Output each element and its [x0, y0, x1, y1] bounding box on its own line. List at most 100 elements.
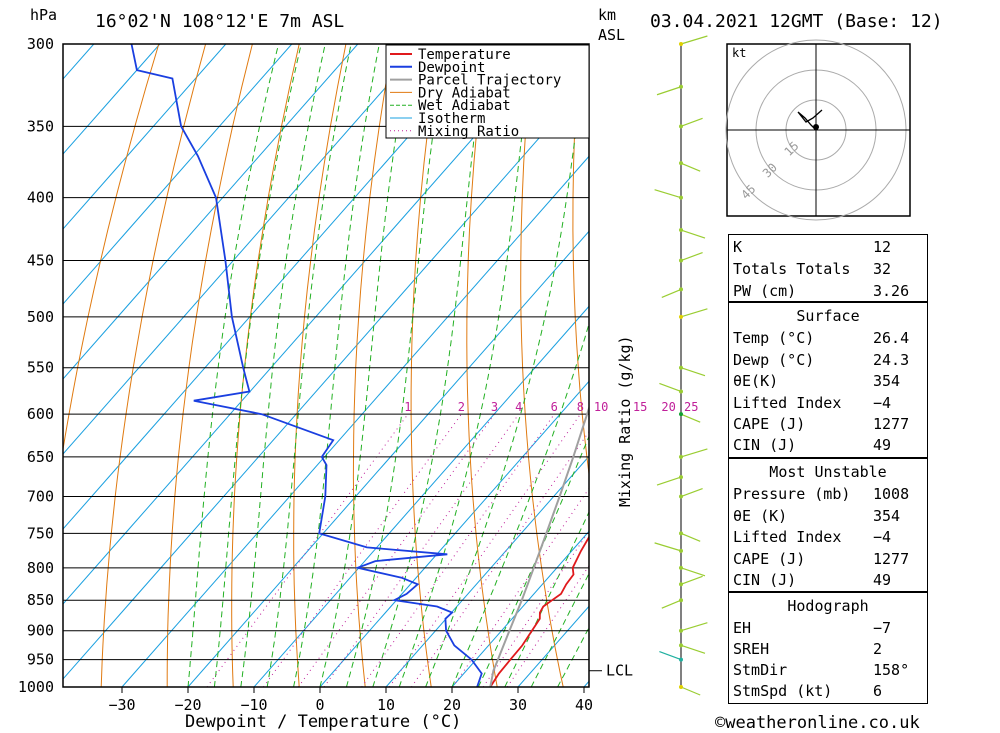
surface-row: Temp (°C) 26.4 [733, 329, 910, 347]
wind-barbs [654, 35, 708, 696]
parcel-trajectory-line [489, 405, 589, 687]
pressure-gridlines [63, 43, 589, 688]
temperature-tick-label: 10 [377, 696, 395, 714]
height-unit-km: km [598, 6, 616, 24]
wet-adiabat-line [398, 44, 534, 687]
temperature-tick-label: −10 [240, 696, 267, 714]
legend-entry: Dewpoint [418, 60, 485, 76]
most-unstable-title: Most Unstable [769, 463, 887, 481]
wind-barb-dot [679, 389, 683, 394]
wind-barb [680, 251, 703, 262]
legend-box [385, 44, 590, 139]
wind-barb-dot [679, 565, 683, 570]
wind-barb [680, 532, 701, 542]
wind-barb [680, 308, 708, 318]
dry-adiabat-line [410, 44, 440, 687]
dry-adiabat-line [954, 44, 1000, 687]
mixing-ratio-line [411, 430, 589, 687]
pressure-tick-label: 700 [27, 488, 54, 506]
mixing-ratio-line [388, 413, 581, 687]
wind-barb [680, 644, 706, 654]
wind-barb [680, 229, 706, 239]
x-axis-label: Dewpoint / Temperature (°C) [185, 712, 461, 732]
mixing-ratio-label: 20 [661, 400, 675, 414]
pressure-tick-label: 900 [27, 622, 54, 640]
wind-barb-dot [679, 258, 683, 263]
legend-entry: Temperature [418, 47, 511, 63]
pressure-unit-label: hPa [30, 6, 57, 24]
temperature-tick-label: 40 [575, 696, 593, 714]
wet-adiabat-line [240, 44, 326, 687]
mixing-ratio-label: 6 [551, 400, 558, 414]
wind-barb [659, 382, 682, 393]
wind-barb-dot [679, 161, 683, 166]
pressure-tick-label: 300 [27, 35, 54, 53]
mixing-ratio-line [452, 487, 589, 687]
wind-barb-dot [679, 598, 683, 603]
wet-adiabat-line [213, 44, 302, 687]
indices-panel: K 12 Totals Totals 32 PW (cm) 3.26 [728, 234, 928, 302]
wind-barb [680, 367, 706, 377]
wind-barb [654, 542, 682, 552]
pressure-tick-label: 550 [27, 359, 54, 377]
hodograph-row: StmDir 158° [733, 661, 910, 679]
wind-barb-dot [679, 287, 683, 292]
wet-adiabat-line [372, 44, 487, 687]
temperature-tick-label: 0 [315, 696, 324, 714]
wind-barb-dot [679, 548, 683, 553]
pressure-tick-label: 350 [27, 117, 54, 135]
mixing-ratio-line [323, 413, 520, 687]
profile-lines [130, 44, 589, 687]
wind-barb [654, 189, 682, 199]
wind-barb-dot [679, 314, 683, 319]
pressure-tick-label: 650 [27, 448, 54, 466]
location-title: 16°02'N 108°12'E 7m ASL [95, 11, 344, 32]
wind-barb-dot [679, 412, 683, 417]
wind-barb-dot [679, 84, 683, 89]
dry-adiabat-line [520, 44, 564, 687]
mixing-ratio-label: 2 [458, 400, 465, 414]
wind-barb [680, 487, 703, 498]
most-unstable-row: θE (K) 354 [733, 507, 901, 525]
temperature-line [489, 535, 589, 687]
mixing-ratio-line [361, 413, 555, 687]
surface-panel: Surface Temp (°C) 26.4 Dewp (°C) 24.3 θE(K… [728, 302, 928, 458]
legend-entry: Parcel Trajectory [418, 73, 561, 89]
isotherm-line [121, 155, 589, 687]
pressure-tick-label: 600 [27, 405, 54, 423]
wind-barb [680, 686, 701, 696]
index-row: Totals Totals 32 [733, 260, 892, 278]
wind-barb-dot [679, 628, 683, 633]
pressure-tick-label: 750 [27, 524, 54, 542]
wind-barb [680, 448, 708, 458]
legend-entry: Mixing Ratio [418, 124, 519, 140]
hodograph-row: SREH 2 [733, 640, 883, 658]
wind-barb [656, 476, 682, 486]
surface-row: θE(K) 354 [733, 372, 901, 390]
wind-barb-dot [679, 475, 683, 480]
isotherm-line [253, 305, 589, 687]
temperature-tick-label: 30 [509, 696, 527, 714]
most-unstable-row: Pressure (mb) 1008 [733, 485, 910, 503]
wind-barb-dot [679, 494, 683, 499]
surface-row: CIN (J) 49 [733, 436, 892, 454]
wind-barb [680, 117, 703, 127]
copyright-footer: ©weatheronline.co.uk [715, 713, 920, 733]
mixing-ratio-label: 4 [515, 400, 522, 414]
wind-barb [680, 162, 701, 172]
surface-row: CAPE (J) 1277 [733, 415, 910, 433]
isotherm-line [63, 44, 161, 155]
wind-barb-dot [679, 454, 683, 459]
pressure-tick-label: 950 [27, 651, 54, 669]
wind-barb [680, 622, 708, 632]
wind-barb [661, 288, 682, 298]
legend-entry: Isotherm [418, 111, 485, 127]
isotherm-line [451, 530, 589, 687]
wet-adiabat-line [504, 510, 589, 687]
pressure-tick-label: 800 [27, 559, 54, 577]
pressure-tick-label: 850 [27, 591, 54, 609]
mixing-ratio-label: 8 [577, 400, 584, 414]
wind-barb [656, 86, 682, 96]
wet-adiabat-line [319, 44, 412, 687]
